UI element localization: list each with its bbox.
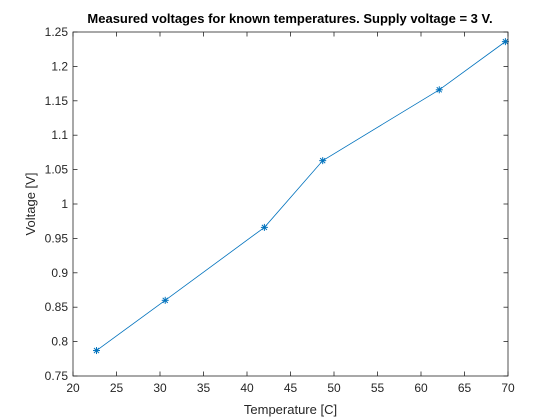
y-tick-label: 0.85 — [45, 300, 69, 314]
data-point-marker — [319, 157, 327, 165]
data-point-marker — [92, 347, 100, 355]
x-tick-label: 45 — [284, 381, 298, 395]
data-point-marker — [161, 296, 169, 304]
axis-ticks: 20 25 30 35 40 45 50 55 60 65 70 0.75 0.8 0.85 0.9 0.95… — [45, 25, 515, 395]
y-tick-label: 0.8 — [51, 335, 68, 349]
y-tick-label: 1.1 — [51, 128, 68, 142]
x-tick-label: 40 — [240, 381, 254, 395]
x-tick-label: 20 — [66, 381, 80, 395]
series-line — [96, 41, 506, 351]
y-axis-label: Voltage [V] — [23, 173, 38, 236]
data-point-marker — [435, 86, 443, 94]
x-axis-label: Temperature [C] — [244, 402, 337, 417]
y-tick-label: 1.15 — [45, 94, 69, 108]
x-tick-label: 30 — [153, 381, 167, 395]
plot-area — [73, 32, 508, 376]
x-tick-label: 65 — [458, 381, 472, 395]
x-tick-label: 35 — [197, 381, 211, 395]
x-tick-label: 25 — [110, 381, 124, 395]
plot-frame — [72, 31, 509, 377]
x-tick-label: 60 — [414, 381, 428, 395]
data-point-marker — [260, 223, 268, 231]
y-tick-label: 1 — [61, 197, 68, 211]
y-tick-label: 0.95 — [45, 231, 69, 245]
x-tick-label: 70 — [501, 381, 515, 395]
y-tick-label: 0.75 — [45, 369, 69, 383]
y-tick-label: 1.25 — [45, 25, 69, 39]
data-series — [92, 38, 509, 355]
x-tick-label: 55 — [371, 381, 385, 395]
y-tick-label: 0.9 — [51, 266, 68, 280]
chart-title: Measured voltages for known temperatures… — [87, 11, 492, 26]
y-tick-label: 1.2 — [51, 59, 68, 73]
x-tick-label: 50 — [327, 381, 341, 395]
y-tick-label: 1.05 — [45, 163, 69, 177]
